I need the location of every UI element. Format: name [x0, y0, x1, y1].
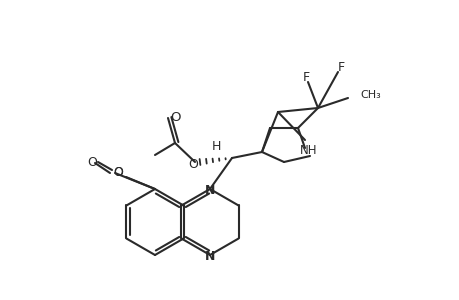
Text: H: H [211, 140, 220, 152]
Text: F: F [337, 61, 344, 74]
Text: CH₃: CH₃ [359, 90, 380, 100]
Text: F: F [302, 70, 309, 83]
Text: O: O [87, 155, 97, 169]
Text: NH: NH [300, 143, 317, 157]
Text: N: N [204, 184, 215, 196]
Text: N: N [204, 250, 215, 262]
Text: O: O [113, 166, 123, 178]
Text: O: O [188, 158, 197, 170]
Text: O: O [170, 110, 181, 124]
Text: O: O [113, 167, 123, 179]
